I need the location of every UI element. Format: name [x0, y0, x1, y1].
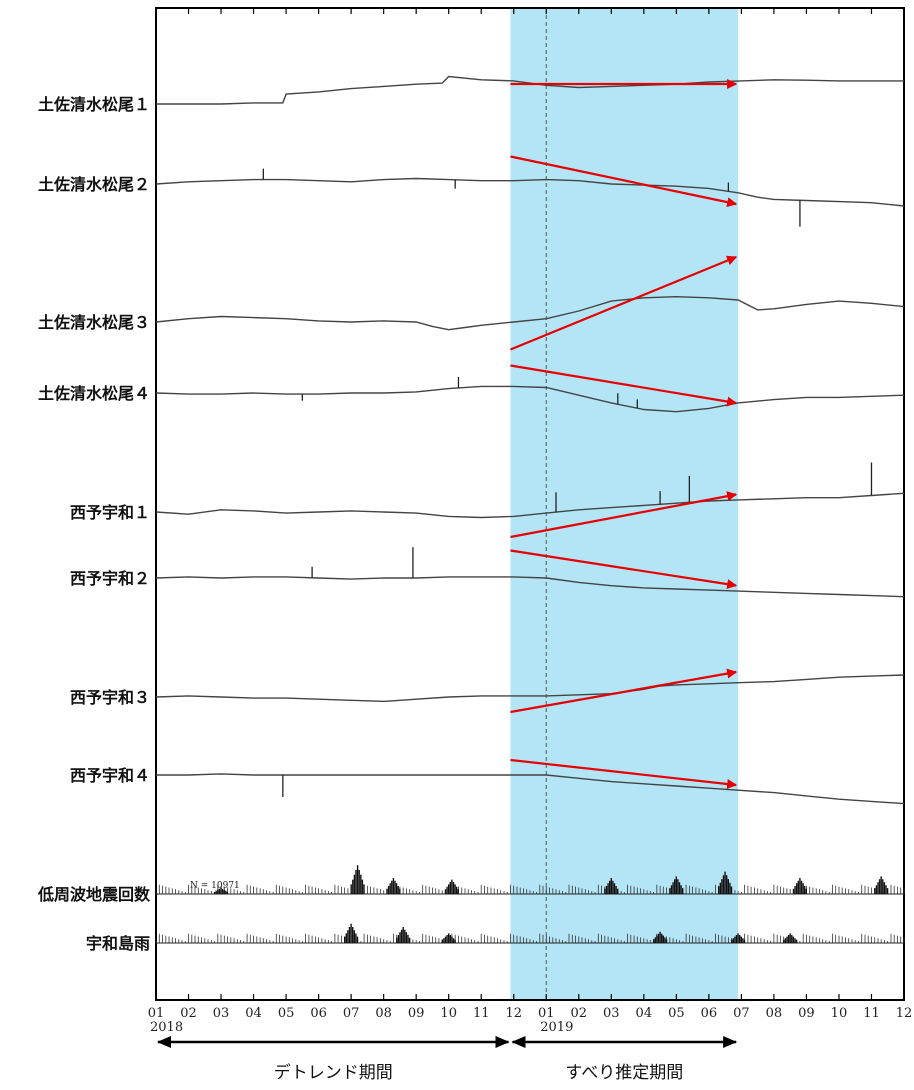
x-tick-label: 01 [148, 1006, 165, 1021]
x-tick-label: 11 [863, 1006, 880, 1021]
trend-arrow [510, 255, 738, 351]
plot-frame [155, 7, 905, 1001]
x-tick-label: 09 [798, 1006, 815, 1021]
bar-series-label: 宇和島雨 [86, 934, 150, 953]
x-tick-label: 02 [180, 1006, 197, 1021]
series-label: 西予宇和２ [70, 569, 150, 588]
bar-burst [718, 871, 733, 894]
x-tick-label: 12 [505, 1006, 522, 1021]
x-tick-label: 03 [603, 1006, 620, 1021]
period-label: すべり推定期間 [565, 1063, 683, 1083]
x-tick-label: 08 [766, 1006, 783, 1021]
series-label: 土佐清水松尾４ [38, 384, 150, 403]
highlight-band [510, 8, 739, 1000]
trend-arrow [510, 364, 738, 407]
bar-burst [604, 878, 619, 894]
x-tick-label: 06 [310, 1006, 327, 1021]
x-tick-label: 05 [668, 1006, 685, 1021]
count-note: N = 10971 [190, 881, 240, 891]
bar-burst [213, 887, 229, 894]
trend-arrow [510, 155, 738, 208]
x-tick-label: 05 [278, 1006, 295, 1021]
bar-burst [444, 879, 459, 894]
x-tick-label: 12 [896, 1006, 913, 1021]
series-label: 土佐清水松尾１ [38, 95, 150, 114]
bar-burst [350, 865, 365, 894]
bar-burst [792, 878, 807, 894]
x-tick-label: 02 [571, 1006, 588, 1021]
series-label: 西予宇和４ [70, 766, 150, 785]
year-label: 2019 [540, 1020, 573, 1035]
bar-burst [731, 933, 746, 943]
x-tick-label: 03 [213, 1006, 230, 1021]
trend-arrow [510, 668, 738, 714]
series-line [155, 674, 905, 703]
series-label: 西予宇和１ [70, 503, 150, 522]
x-tick-label: 04 [636, 1006, 653, 1021]
bar-burst [874, 876, 889, 894]
bar-burst [396, 927, 411, 943]
trend-arrow [510, 491, 738, 539]
series-label: 土佐清水松尾３ [38, 313, 150, 332]
bar-burst [386, 878, 401, 894]
bar-ticks [155, 884, 905, 894]
bar-burst [783, 933, 798, 943]
x-tick-label: 08 [375, 1006, 392, 1021]
series-line [155, 492, 905, 519]
series-line [155, 385, 905, 413]
bar-burst [344, 923, 359, 943]
bar-series-label: 低周波地震回数 [37, 885, 151, 904]
series-line [155, 295, 905, 331]
series-label: 土佐清水松尾２ [38, 175, 150, 194]
bar-burst [653, 931, 668, 943]
period-label: デトレンド期間 [274, 1062, 393, 1083]
x-tick-label: 07 [733, 1006, 750, 1021]
x-tick-label: 11 [473, 1006, 490, 1021]
year-label: 2018 [150, 1020, 183, 1035]
trend-arrow [510, 758, 738, 789]
series-line [156, 75, 904, 105]
series-line [156, 773, 905, 805]
x-tick-label: 09 [408, 1006, 425, 1021]
x-tick-label: 04 [245, 1006, 262, 1021]
x-tick-label: 10 [440, 1006, 457, 1021]
series-line [155, 576, 905, 598]
x-tick-label: 07 [343, 1006, 360, 1021]
bar-burst [669, 876, 684, 894]
x-tick-label: 10 [831, 1006, 848, 1021]
trend-arrow [510, 549, 738, 590]
bar-burst [441, 933, 456, 943]
x-tick-label: 06 [701, 1006, 718, 1021]
series-label: 西予宇和３ [70, 688, 150, 707]
x-tick-label: 01 [538, 1006, 555, 1021]
series-line [155, 177, 905, 207]
